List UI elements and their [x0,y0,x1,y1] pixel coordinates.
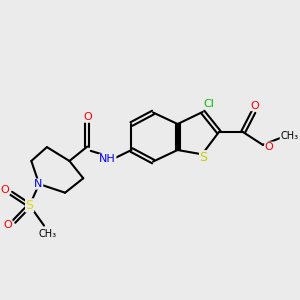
Text: CH₃: CH₃ [38,229,56,239]
Text: N: N [34,179,43,189]
Text: O: O [83,112,92,122]
Text: Cl: Cl [204,99,214,109]
Text: NH: NH [99,154,116,164]
Text: S: S [26,199,34,212]
Text: O: O [0,185,9,195]
Text: O: O [3,220,12,230]
Text: O: O [265,142,273,152]
Text: O: O [250,100,259,111]
Text: S: S [200,151,208,164]
Text: CH₃: CH₃ [280,131,298,141]
